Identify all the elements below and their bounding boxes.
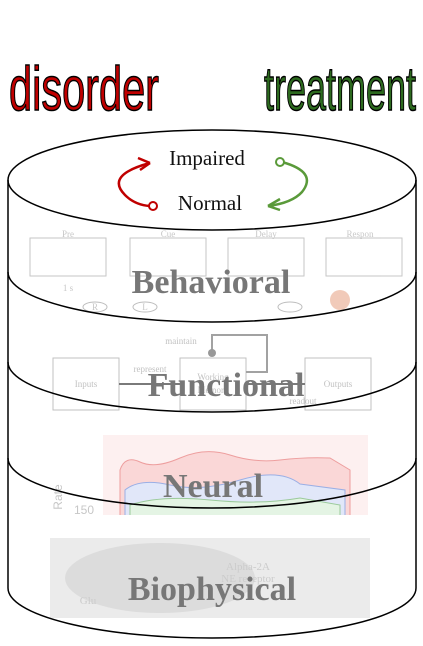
detail: Inputs [75,379,98,389]
treat-arrow [267,160,308,208]
arrow-tail [148,201,158,211]
state-label: Normal [178,191,242,215]
biophysical-image: Alpha-2A NE receptor Glu [50,538,370,618]
layer-label: Behavioral [132,264,291,301]
detail: readout [290,396,317,406]
detail: Glu [80,595,97,607]
detail: R [92,302,98,312]
detail: Delay [255,229,277,239]
state-label: Impaired [169,146,245,170]
layer-label: Biophysical [128,571,296,608]
neural-image: Rate 150 [51,435,368,517]
arrow-tail [275,157,285,167]
detail: maintain [165,336,197,346]
detail: Outputs [324,379,353,389]
detail: Cue [161,229,176,239]
functional-image: maintain represent Inputs Working Memory… [52,334,372,411]
detail: Pre [62,229,74,239]
layer-label: Neural [163,468,263,505]
worsen-arrow [117,161,151,208]
detail: represent [134,364,167,374]
arrow-head [267,197,281,212]
detail: 150 [74,503,94,517]
detail: NE receptor [221,573,275,585]
layer-label: Functional [148,367,305,404]
detail: Rate [51,484,65,510]
detail: Respon [347,229,375,239]
detail: 1 s [63,283,74,293]
arrow-head [137,156,151,172]
disorder-title: disorder [9,55,159,124]
cylinder [7,129,417,639]
detail: Alpha-2A [226,561,270,573]
detail: Memory [198,385,229,395]
treatment-title: treatment [264,55,416,124]
behavioral-image: Pre Cue Delay Respon 1 s R L [29,229,403,313]
detail: Working [197,372,229,382]
detail: L [142,302,148,312]
